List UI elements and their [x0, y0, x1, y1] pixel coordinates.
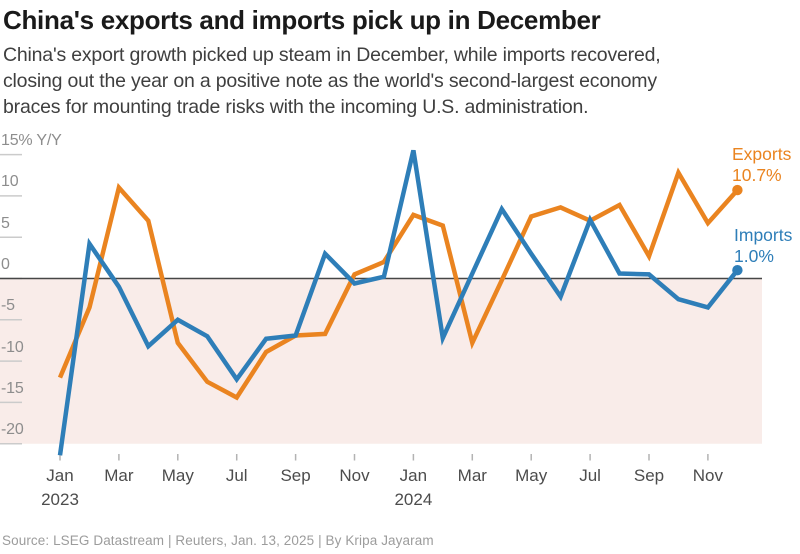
exports-legend-label: Exports	[732, 144, 792, 164]
exports-latest-value: 10.7%	[732, 165, 782, 185]
imports-latest-value: 1.0%	[734, 246, 774, 266]
subtitle-line-1: China's export growth picked up steam in…	[3, 44, 661, 66]
subtitle-line-2: closing out the year on a positive note …	[3, 70, 657, 92]
source-credit-line: Source: LSEG Datastream | Reuters, Jan. …	[2, 533, 434, 548]
imports-legend-label: Imports	[734, 225, 793, 245]
imports-line	[57, 149, 740, 456]
imports-legend: Imports 1.0%	[734, 225, 792, 267]
subtitle-line-3: braces for mounting trade risks with the…	[3, 96, 589, 118]
imports-end-dot	[732, 265, 743, 276]
negative-region-band	[0, 278, 762, 444]
page-title: China's exports and imports pick up in D…	[3, 5, 601, 35]
exports-legend: Exports 10.7%	[732, 144, 791, 186]
exports-end-dot	[732, 184, 743, 196]
chart-subtitle: China's export growth picked up steam in…	[3, 42, 799, 120]
